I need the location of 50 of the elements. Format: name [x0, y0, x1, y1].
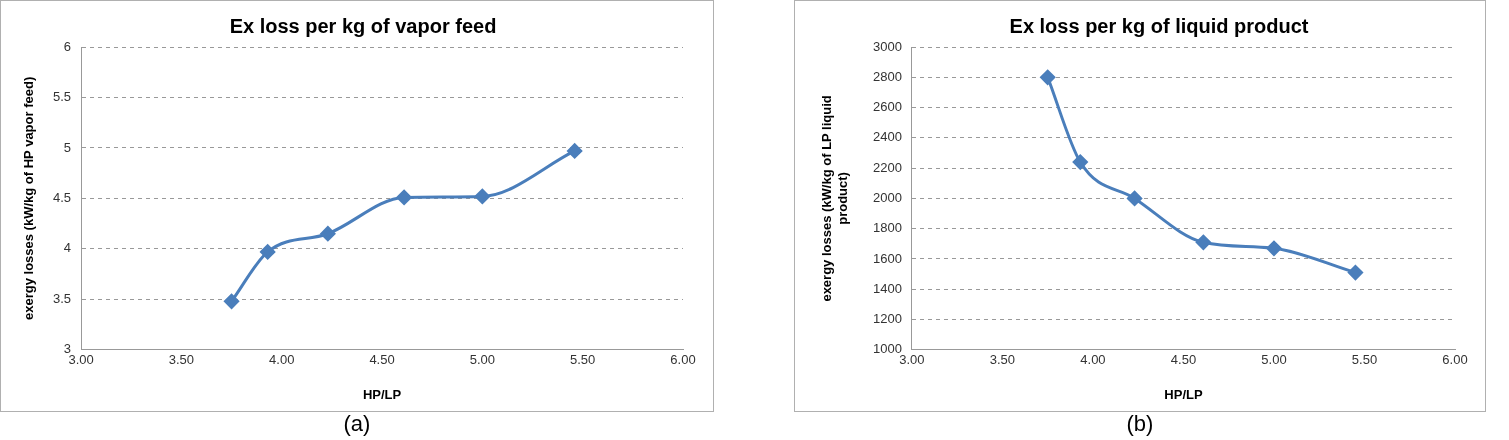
- y-tick-label: 2600: [873, 99, 902, 115]
- point: [1072, 154, 1088, 170]
- point: [396, 189, 412, 205]
- x-tick-label: 5.00: [1261, 352, 1287, 368]
- x-tick-label: 3.50: [989, 352, 1016, 368]
- y-tick-label: 3.5: [52, 290, 72, 306]
- x-tick-label: 5.50: [570, 352, 596, 368]
- point: [320, 226, 336, 242]
- x-tick-label: 4.00: [269, 352, 295, 368]
- y-tick-label: 4.5: [52, 189, 72, 205]
- x-tick-label: 3.50: [168, 352, 195, 368]
- y-tick-label: 2200: [873, 159, 902, 175]
- x-tick-label: 6.00: [670, 352, 696, 368]
- x-tick-label: 5.50: [1351, 352, 1378, 368]
- point: [474, 188, 490, 204]
- point: [1347, 265, 1363, 281]
- text: (a): [343, 411, 371, 436]
- point: [1040, 69, 1056, 85]
- x-tick-label: 5.00: [469, 352, 496, 368]
- x-tick-label: 3.00: [899, 352, 925, 368]
- point: [567, 143, 583, 159]
- y-tick-label: 1400: [873, 280, 902, 296]
- point: [1127, 190, 1143, 206]
- y-tick-label: 1600: [873, 250, 902, 266]
- x-tick-label: 4.50: [369, 352, 395, 368]
- y-axis-title: exergy losses (kW/kg of HP vapor feed): [20, 76, 36, 321]
- y-tick-label: 2400: [873, 129, 902, 145]
- chart-title: Ex loss per kg of vapor feed: [229, 14, 497, 37]
- y-tick-label: 1800: [873, 220, 902, 236]
- point: [224, 293, 240, 309]
- x-axis-title: HP/LP: [362, 386, 402, 402]
- x-tick-label: 6.00: [1442, 352, 1468, 368]
- y-tick-label: 1200: [873, 311, 902, 327]
- point: [1266, 240, 1282, 256]
- y-tick-label: 6: [63, 38, 72, 54]
- y-tick-label: 3000: [873, 38, 902, 54]
- y-tick-label: 2000: [873, 189, 902, 205]
- y-tick-label: 4: [63, 240, 72, 256]
- y-tick-label: 2800: [873, 68, 902, 84]
- x-tick-label: 4.50: [1170, 352, 1197, 368]
- y-tick-label: 5: [63, 139, 72, 155]
- y-tick-label: 5.5: [52, 89, 72, 105]
- point: [260, 244, 276, 260]
- x-tick-label: 3.00: [68, 352, 94, 368]
- chart-title: Ex loss per kg of liquid product: [1009, 14, 1309, 37]
- x-tick-label: 4.00: [1080, 352, 1106, 368]
- y-axis-title: exergy losses (kW/kg of LP liquid product): [818, 95, 850, 302]
- text: (b): [1126, 411, 1154, 436]
- x-axis-title: HP/LP: [1164, 386, 1203, 402]
- point: [1195, 234, 1211, 250]
